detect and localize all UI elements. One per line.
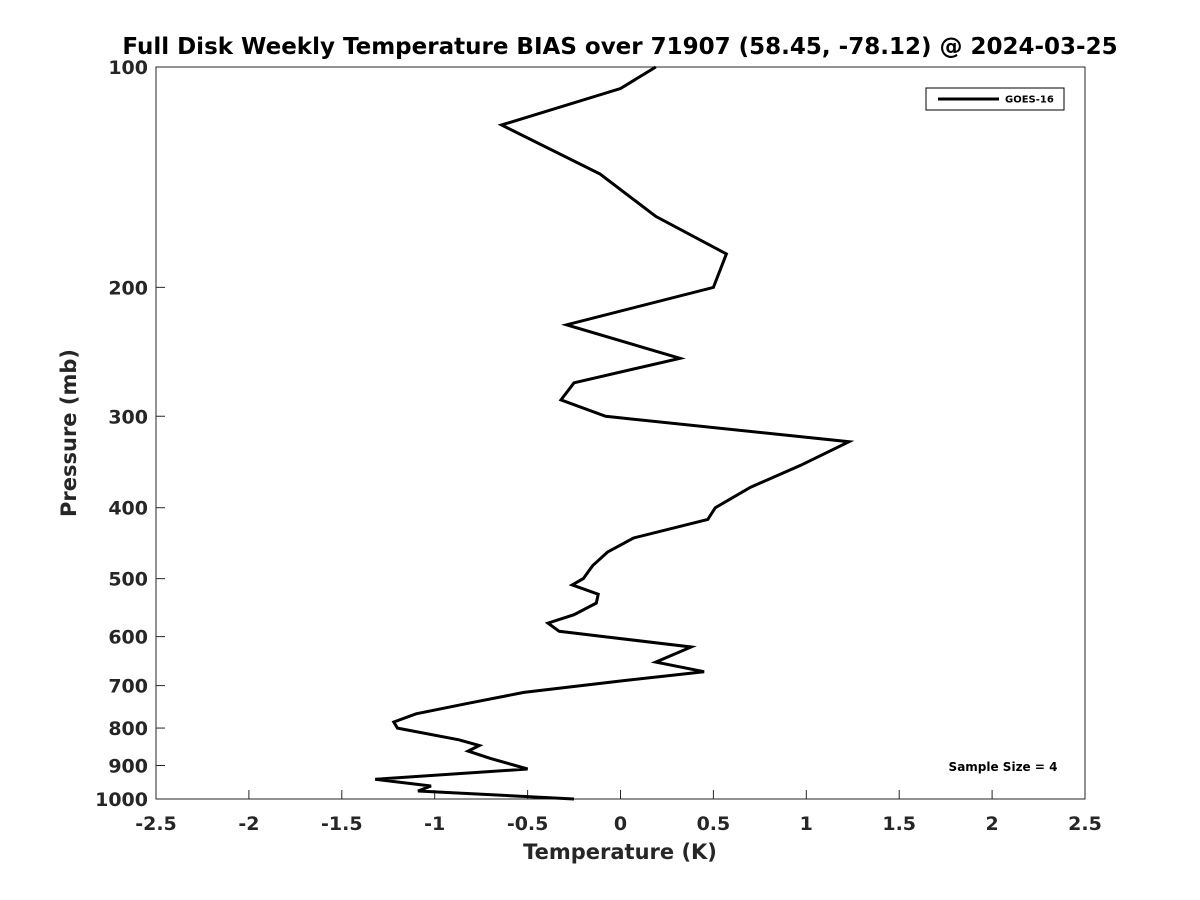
legend-label: GOES-16 bbox=[1005, 95, 1054, 106]
x-tick-label: -2 bbox=[238, 813, 259, 835]
x-tick-label: 2 bbox=[985, 813, 998, 835]
x-tick-label: -2.5 bbox=[135, 813, 177, 835]
x-axis: -2.5 -2 -1.5 -1 -0.5 0 0.5 1 1.5 2 2.5 bbox=[135, 790, 1102, 835]
chart-title: Full Disk Weekly Temperature BIAS over 7… bbox=[122, 34, 1117, 60]
y-tick-label: 400 bbox=[108, 498, 148, 520]
x-tick-label: -1 bbox=[424, 813, 445, 835]
x-tick-label: 0 bbox=[614, 813, 627, 835]
series-line-goes-16 bbox=[375, 65, 855, 801]
y-tick-label: 600 bbox=[108, 627, 148, 649]
y-tick-label: 800 bbox=[108, 718, 148, 740]
x-tick-label: 1 bbox=[800, 813, 813, 835]
plot-frame bbox=[155, 66, 1086, 800]
y-tick-label: 200 bbox=[108, 277, 148, 299]
sample-size-annotation: Sample Size = 4 bbox=[949, 760, 1058, 774]
x-tick-label: 2.5 bbox=[1068, 813, 1102, 835]
legend: GOES-16 bbox=[925, 87, 1065, 111]
y-tick-label: 700 bbox=[108, 676, 148, 698]
y-tick-label: 500 bbox=[108, 569, 148, 591]
x-tick-label: -1.5 bbox=[321, 813, 363, 835]
x-tick-label: -0.5 bbox=[507, 813, 549, 835]
y-axis-label: Pressure (mb) bbox=[57, 349, 81, 517]
x-tick-label: 0.5 bbox=[697, 813, 731, 835]
x-tick-label: 1.5 bbox=[882, 813, 916, 835]
x-axis-label: Temperature (K) bbox=[523, 840, 717, 864]
y-tick-label: 900 bbox=[108, 756, 148, 778]
y-tick-label: 1000 bbox=[95, 789, 148, 811]
y-axis: 100 200 300 400 500 600 700 800 900 1000 bbox=[95, 57, 165, 811]
y-tick-label: 100 bbox=[108, 57, 148, 79]
y-tick-label: 300 bbox=[108, 406, 148, 428]
